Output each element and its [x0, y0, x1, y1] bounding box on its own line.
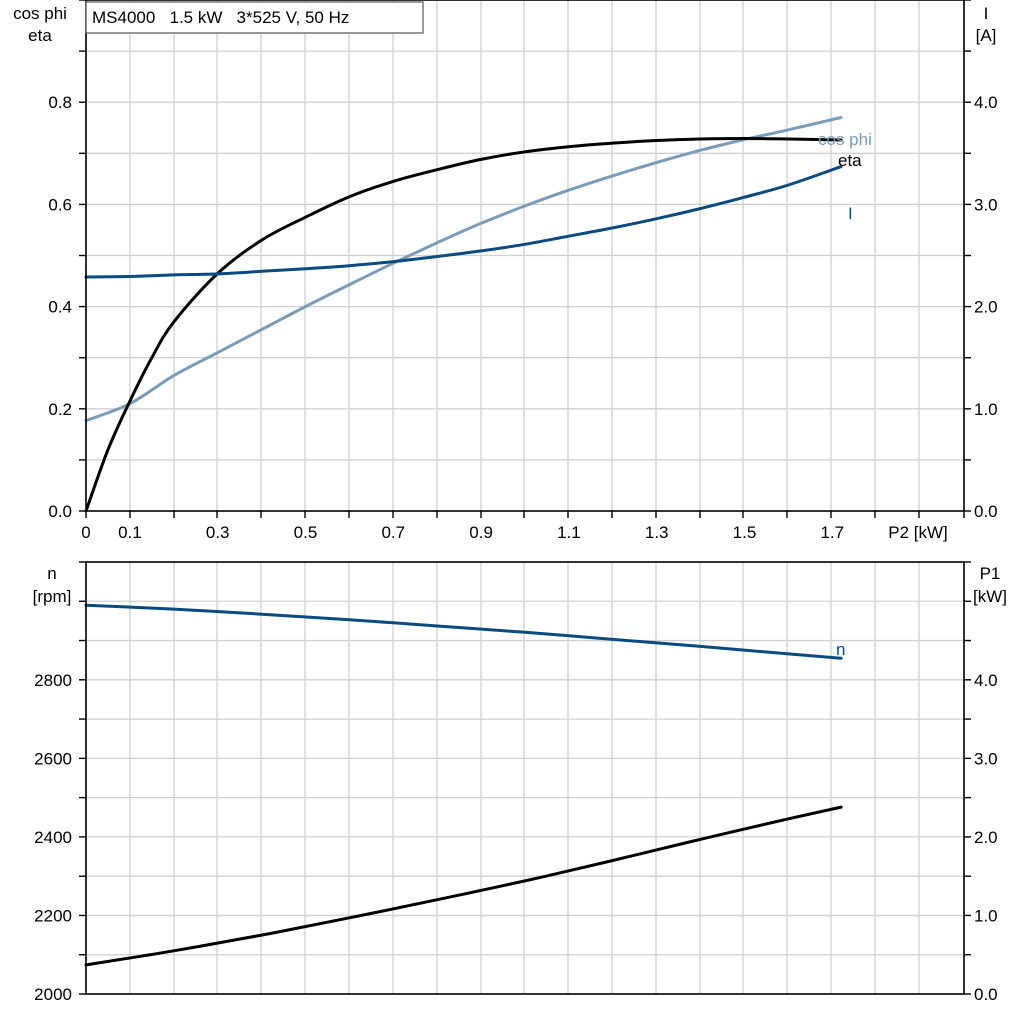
bottom-right-tick-label: 4.0 — [974, 671, 998, 690]
x-tick-label: 0.7 — [381, 523, 405, 542]
current-curve-label: I — [848, 204, 853, 223]
bottom-right-tick-label: 0.0 — [974, 985, 998, 1004]
top-right-axis-title-line1: I — [984, 4, 989, 23]
bottom-plot-frame — [85, 561, 965, 995]
bottom-left-tick-label: 2800 — [34, 671, 72, 690]
top-right-tick-label: 1.0 — [974, 400, 998, 419]
bottom-right-tick-label: 1.0 — [974, 906, 998, 925]
top-left-tick-label: 0.6 — [48, 195, 72, 214]
input-power-curve — [84, 805, 843, 967]
grid-lines — [85, 0, 965, 994]
bottom-left-axis-title-line2: [rpm] — [33, 587, 72, 606]
bottom-left-axis-title-line1: n — [47, 564, 56, 583]
cos-phi-curve-label: cos phi — [818, 130, 872, 149]
eta-curve — [84, 136, 843, 513]
x-tick-label: 1.7 — [820, 523, 844, 542]
bottom-right-axis-title-line2: [kW] — [973, 587, 1007, 606]
cos-phi-curve — [84, 116, 843, 423]
curve-layer — [84, 116, 843, 967]
bottom-right-axis-title-line1: P1 — [980, 564, 1001, 583]
bottom-left-tick-label: 2200 — [34, 906, 72, 925]
x-tick-label: 1.5 — [733, 523, 757, 542]
bottom-left-tick-label: 2600 — [34, 749, 72, 768]
title-box — [85, 1, 424, 34]
bottom-right-tick-label: 3.0 — [974, 749, 998, 768]
top-left-tick-label: 0.2 — [48, 400, 72, 419]
bottom-left-tick-label: 2000 — [34, 985, 72, 1004]
axes-layer: 0.0 0.2 0.4 0.6 0.8 0.0 1.0 2.0 3.0 4.0 0 0.1 0.3 0.5… — [34, 0, 998, 1004]
top-left-tick-label: 0.4 — [48, 298, 72, 317]
title-text: MS4000 1.5 kW 3*525 V, 50 Hz — [92, 8, 349, 27]
top-left-axis-title-line1: cos phi — [13, 4, 67, 23]
top-right-tick-label: 4.0 — [974, 93, 998, 112]
x-tick-label: 1.1 — [557, 523, 581, 542]
bottom-left-tick-label: 2400 — [34, 828, 72, 847]
top-right-axis-title-line2: [A] — [976, 26, 997, 45]
x-tick-label: 0.3 — [206, 523, 230, 542]
x-tick-label: 1.3 — [645, 523, 669, 542]
current-curve — [84, 165, 843, 279]
top-left-tick-label: 0.0 — [48, 502, 72, 521]
bottom-right-tick-label: 2.0 — [974, 828, 998, 847]
x-tick-label: 0.9 — [469, 523, 493, 542]
x-tick-label: 0.1 — [118, 523, 142, 542]
x-tick-label: 0.5 — [294, 523, 318, 542]
top-left-axis-title-line2: eta — [28, 26, 52, 45]
x-axis-title: P2 [kW] — [888, 523, 948, 542]
top-left-tick-label: 0.8 — [48, 93, 72, 112]
top-right-tick-label: 0.0 — [974, 502, 998, 521]
x-tick-label: 0 — [81, 523, 90, 542]
speed-curve — [84, 603, 843, 660]
speed-curve-label: n — [836, 640, 845, 659]
top-right-tick-label: 2.0 — [974, 298, 998, 317]
top-right-tick-label: 3.0 — [974, 195, 998, 214]
eta-curve-label: eta — [838, 151, 862, 170]
